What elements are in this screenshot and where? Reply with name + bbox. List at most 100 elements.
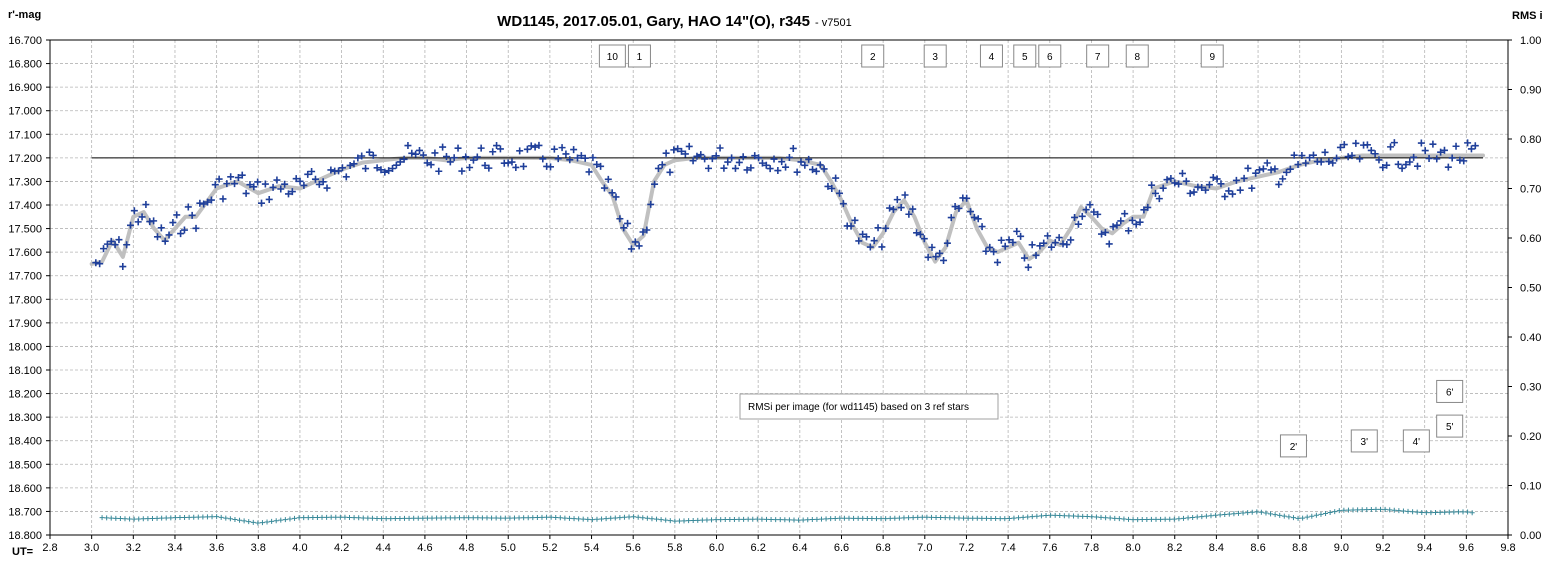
rms-point bbox=[1180, 515, 1186, 521]
rms-point bbox=[1364, 507, 1370, 513]
rms-point bbox=[369, 515, 375, 521]
data-point bbox=[238, 171, 246, 179]
rms-point bbox=[429, 515, 435, 521]
rms-point bbox=[841, 515, 847, 521]
data-point bbox=[308, 167, 316, 175]
rms-point bbox=[1378, 506, 1384, 512]
data-point bbox=[1379, 163, 1387, 171]
data-point bbox=[600, 184, 608, 192]
event-label-box bbox=[923, 44, 947, 68]
rms-point bbox=[896, 515, 902, 521]
data-point bbox=[1383, 161, 1391, 169]
x-tick-label: 7.2 bbox=[959, 542, 974, 554]
rms-point bbox=[131, 516, 137, 522]
y-left-tick-label: 16.700 bbox=[8, 35, 42, 47]
data-point bbox=[936, 249, 944, 257]
data-point bbox=[100, 245, 108, 253]
rms-event-label-box bbox=[1436, 414, 1464, 438]
rms-point bbox=[438, 515, 444, 521]
x-tick-label: 5.2 bbox=[542, 542, 557, 554]
data-point bbox=[1394, 160, 1402, 168]
data-point bbox=[481, 161, 489, 169]
rms-point bbox=[791, 517, 797, 523]
rms-point bbox=[1135, 517, 1141, 523]
data-point bbox=[1329, 159, 1337, 167]
data-point bbox=[1148, 181, 1156, 189]
data-point bbox=[1005, 236, 1013, 244]
data-point bbox=[1205, 181, 1213, 189]
event-label-box bbox=[979, 44, 1003, 68]
data-point bbox=[1190, 188, 1198, 196]
data-point bbox=[477, 144, 485, 152]
data-point bbox=[1105, 240, 1113, 248]
data-point bbox=[265, 195, 273, 203]
rms-point bbox=[1226, 511, 1232, 517]
y-left-tick-label: 17.400 bbox=[8, 200, 42, 212]
data-point bbox=[1229, 190, 1237, 198]
data-point bbox=[886, 204, 894, 212]
rms-point bbox=[310, 515, 316, 521]
x-tick-label: 8.6 bbox=[1250, 542, 1265, 554]
data-point bbox=[180, 226, 188, 234]
rms-point bbox=[1061, 513, 1067, 519]
rms-point bbox=[635, 514, 641, 520]
data-point bbox=[381, 168, 389, 176]
x-tick-label: 4.0 bbox=[292, 542, 307, 554]
data-point bbox=[1440, 146, 1448, 154]
event-label-box bbox=[1086, 44, 1110, 68]
rms-point bbox=[855, 515, 861, 521]
rms-point bbox=[1249, 509, 1255, 515]
data-point bbox=[789, 144, 797, 152]
data-point bbox=[1001, 242, 1009, 250]
data-point bbox=[658, 161, 666, 169]
data-point bbox=[828, 185, 836, 193]
data-point bbox=[920, 235, 928, 243]
rms-point bbox=[686, 518, 692, 524]
data-point bbox=[485, 164, 493, 172]
data-point bbox=[323, 184, 331, 192]
rms-point bbox=[470, 515, 476, 521]
rms-point bbox=[365, 515, 371, 521]
data-point bbox=[273, 176, 281, 184]
data-point bbox=[304, 170, 312, 178]
rms-point bbox=[1368, 507, 1374, 513]
rms-point bbox=[1428, 510, 1434, 516]
rms-point bbox=[172, 515, 178, 521]
rms-point bbox=[951, 515, 957, 521]
rms-point bbox=[149, 515, 155, 521]
rms-point bbox=[1148, 516, 1154, 522]
rms-point bbox=[159, 515, 165, 521]
rms-point bbox=[1469, 510, 1475, 516]
data-point bbox=[739, 153, 747, 161]
y-axis-right-title: RMS i bbox=[1512, 10, 1543, 22]
data-point bbox=[1090, 208, 1098, 216]
x-tick-label: 9.6 bbox=[1459, 542, 1474, 554]
data-point bbox=[389, 165, 397, 173]
rms-point bbox=[915, 514, 921, 520]
data-point bbox=[554, 155, 562, 163]
rms-point bbox=[1185, 515, 1191, 521]
rms-point bbox=[1016, 515, 1022, 521]
data-point bbox=[1275, 180, 1283, 188]
data-point bbox=[188, 211, 196, 219]
data-point bbox=[1036, 242, 1044, 250]
data-point bbox=[851, 216, 859, 224]
data-point bbox=[1155, 195, 1163, 203]
rms-point bbox=[1075, 513, 1081, 519]
rms-point bbox=[621, 514, 627, 520]
data-point bbox=[369, 151, 377, 159]
data-point bbox=[1151, 189, 1159, 197]
data-point bbox=[1336, 143, 1344, 151]
data-point bbox=[893, 196, 901, 204]
data-point bbox=[743, 166, 751, 174]
data-point bbox=[1271, 165, 1279, 173]
data-point bbox=[1209, 173, 1217, 181]
rms-point bbox=[956, 515, 962, 521]
rms-point bbox=[1194, 514, 1200, 520]
rms-point bbox=[814, 516, 820, 522]
data-point bbox=[261, 180, 269, 188]
rms-point bbox=[337, 514, 343, 520]
data-point bbox=[654, 164, 662, 172]
data-point bbox=[435, 167, 443, 175]
rms-point bbox=[1020, 514, 1026, 520]
